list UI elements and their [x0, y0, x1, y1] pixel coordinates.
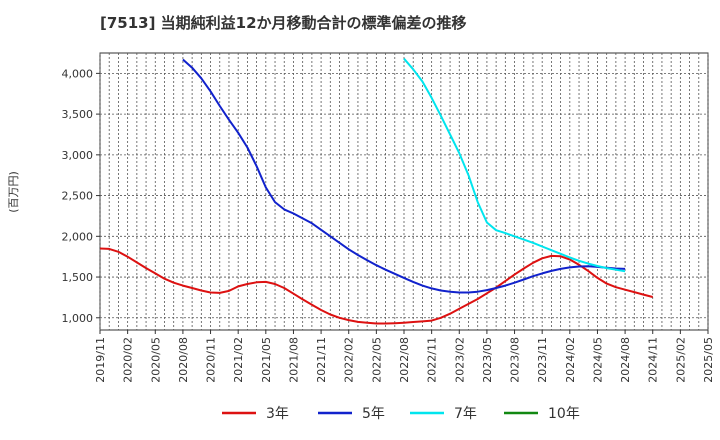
y-axis-label: (百万円): [7, 171, 20, 213]
series-line-3: [403, 58, 626, 273]
y-tick-label: 1,000: [62, 312, 94, 325]
x-tick-label: 2024/02: [564, 337, 577, 383]
x-tick-label: 2025/02: [674, 337, 687, 383]
x-tick-label: 2024/08: [619, 337, 632, 383]
series-line-2: [182, 58, 626, 294]
x-tick-label: 2021/08: [287, 337, 300, 383]
y-tick-label: 2,000: [62, 230, 94, 243]
x-tick-label: 2020/02: [122, 337, 135, 383]
x-tick-label: 2023/05: [481, 337, 494, 383]
x-tick-label: 2020/11: [205, 337, 218, 383]
x-tick-label: 2020/08: [177, 337, 190, 383]
y-tick-label: 1,500: [62, 271, 94, 284]
x-tick-label: 2023/08: [509, 337, 522, 383]
x-tick-label: 2021/02: [232, 337, 245, 383]
legend-label: 10年: [548, 406, 580, 422]
y-tick-label: 4,000: [62, 67, 94, 80]
x-tick-label: 2019/11: [94, 337, 107, 383]
legend-label: 7年: [454, 406, 477, 422]
x-tick-label: 2022/11: [426, 337, 439, 383]
x-tick-label: 2020/05: [149, 337, 162, 383]
x-tick-label: 2022/02: [343, 337, 356, 383]
legend-label: 3年: [266, 406, 289, 422]
x-tick-label: 2023/02: [453, 337, 466, 383]
y-tick-label: 2,500: [62, 190, 94, 203]
x-tick-label: 2021/11: [315, 337, 328, 383]
x-tick-label: 2022/05: [370, 337, 383, 383]
series-line-1: [99, 247, 653, 325]
x-tick-label: 2022/08: [398, 337, 411, 383]
x-tick-label: 2024/05: [591, 337, 604, 383]
x-tick-label: 2023/11: [536, 337, 549, 383]
y-tick-label: 3,500: [62, 108, 94, 121]
y-tick-label: 3,000: [62, 149, 94, 162]
x-tick-label: 2025/05: [702, 337, 715, 383]
x-tick-label: 2021/05: [260, 337, 273, 383]
chart-title: [7513] 当期純利益12か月移動合計の標準偏差の推移: [100, 14, 467, 32]
legend-label: 5年: [362, 406, 385, 422]
x-tick-label: 2024/11: [647, 337, 660, 383]
